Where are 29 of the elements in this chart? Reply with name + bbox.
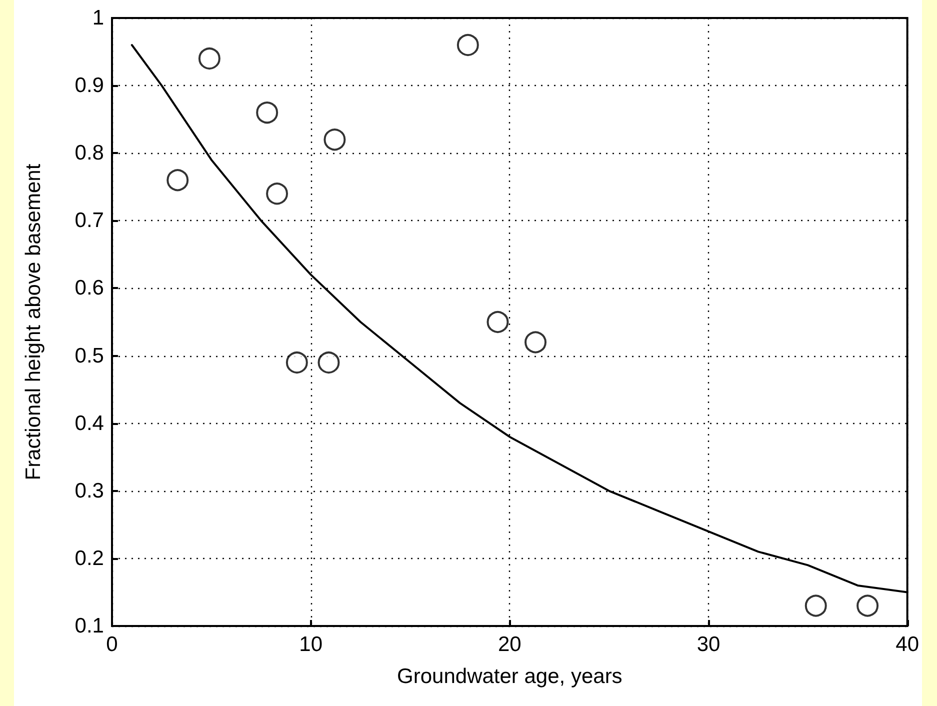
y-tick-label: 0.1 [74,614,104,638]
y-tick-label: 1 [92,6,104,30]
y-tick-label: 0.5 [74,344,104,368]
point [318,352,340,374]
point [524,331,547,354]
y-tick-label: 0.7 [74,209,104,232]
y-tick-label: 0.2 [74,546,104,570]
point [456,34,479,56]
point [256,102,278,124]
x-tick-label: 10 [299,633,323,656]
point [266,182,288,205]
y-tick-label: 0.3 [74,479,104,502]
point [324,128,346,151]
point [804,594,827,617]
x-tick-label: 30 [696,633,720,656]
x-tick-label: 0 [106,633,118,656]
y-axis-title: Fractional height above basement [22,164,45,480]
x-tick-label: 20 [498,633,522,656]
y-tick-label: 0.9 [74,74,104,98]
y-tick-label: 0.6 [74,276,104,300]
x-tick-label: 40 [896,633,919,656]
point [856,594,879,617]
y-tick-label: 0.4 [74,412,104,435]
point [166,169,189,192]
y-tick-label: 0.8 [74,142,104,165]
x-axis-title: Groundwater age, years [397,665,622,688]
point [198,48,220,70]
point [486,311,509,333]
point [286,352,308,374]
